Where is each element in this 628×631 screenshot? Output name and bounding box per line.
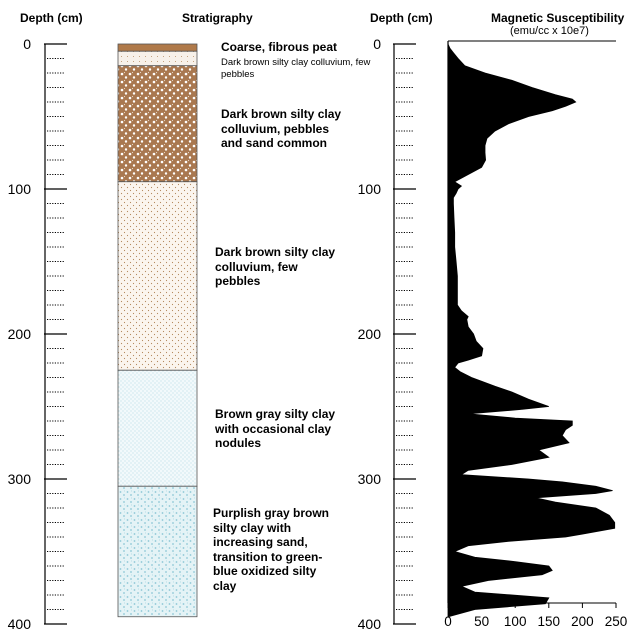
right-depth-tick-label: 0	[373, 36, 381, 52]
stratigraphy-column	[117, 43, 198, 618]
stratigraphy-layer-3	[117, 65, 198, 183]
layer-label-1: Coarse, fibrous peat	[221, 40, 338, 54]
right-depth-tick-label: 400	[358, 616, 382, 631]
layer-label-6: Purplish gray brown silty clay with incr…	[213, 506, 330, 593]
right-depth-tick-label: 200	[358, 326, 382, 342]
stratigraphy-layer-2	[117, 50, 198, 67]
left-depth-tick-label: 0	[23, 36, 31, 52]
stratigraphy-layer-1	[117, 43, 198, 52]
stratigraphy-layer-5	[117, 369, 198, 487]
x-tick-label: 150	[538, 614, 561, 629]
left-depth-tick-label: 100	[8, 181, 32, 197]
x-tick-label: 250	[605, 614, 628, 629]
susceptibility-chart: 0 50 100 150 200 250	[444, 40, 628, 629]
right-depth-axis: 0 100 200 300 400	[358, 36, 416, 631]
stratigraphy-layer-6	[117, 485, 198, 618]
left-depth-tick-label: 400	[8, 616, 32, 631]
x-tick-label: 200	[571, 614, 594, 629]
layer-label-3: Dark brown silty clay colluvium, pebbles…	[221, 107, 342, 150]
chart-title: Magnetic Susceptibility	[491, 11, 625, 25]
depth-header-right: Depth (cm)	[370, 11, 433, 25]
stratigraphy-header: Stratigraphy	[182, 11, 253, 25]
chart-units: (emu/cc x 10e7)	[510, 25, 589, 37]
x-tick-label: 100	[504, 614, 527, 629]
layer-label-2: Dark brown silty clay colluvium, few peb…	[221, 57, 371, 80]
susceptibility-profile	[447, 43, 616, 618]
stratigraphy-layer-4	[117, 181, 198, 371]
depth-header-left: Depth (cm)	[20, 11, 83, 25]
x-tick-label: 50	[474, 614, 489, 629]
right-depth-tick-label: 300	[358, 471, 382, 487]
left-depth-axis: 0 100 200 300 400	[8, 36, 67, 631]
left-depth-tick-label: 300	[8, 471, 32, 487]
right-depth-tick-label: 100	[358, 181, 382, 197]
layer-label-4: Dark brown silty clay colluvium, few peb…	[215, 245, 336, 288]
x-tick-label: 0	[444, 614, 452, 629]
left-depth-tick-label: 200	[8, 326, 32, 342]
layer-label-5: Brown gray silty clay with occasional cl…	[215, 407, 336, 450]
